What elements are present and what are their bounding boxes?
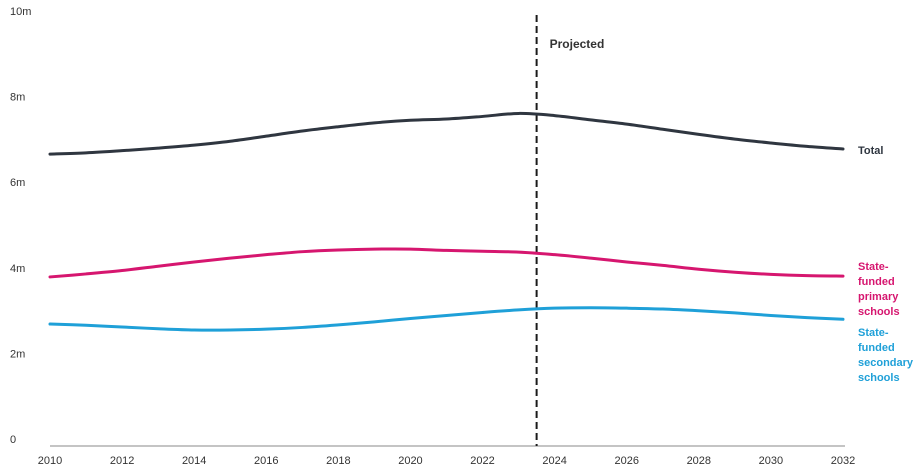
series-line-state-funded-secondary-schools — [48, 306, 845, 332]
x-tick-label-2026: 2026 — [614, 455, 638, 467]
x-tick-label-2016: 2016 — [254, 455, 278, 467]
x-tick-label-2022: 2022 — [470, 455, 494, 467]
y-tick-label-0: 0 — [10, 434, 16, 446]
x-tick-label-2030: 2030 — [759, 455, 783, 467]
series-label-line: funded — [858, 342, 895, 354]
series-label-line: primary — [858, 291, 899, 303]
y-tick-label-4m: 4m — [10, 263, 25, 275]
x-tick-label-2032: 2032 — [831, 455, 855, 467]
x-tick-label-2012: 2012 — [110, 455, 134, 467]
series-line-state-funded-primary-schools — [48, 247, 845, 279]
series-label-line: State- — [858, 327, 889, 339]
x-tick-label-2018: 2018 — [326, 455, 350, 467]
x-tick-label-2014: 2014 — [182, 455, 206, 467]
series-label-line: State- — [858, 261, 889, 273]
series-label-state-funded-secondary-schools: State-funded secondary schools — [858, 327, 914, 384]
series-label-line: schools — [858, 372, 900, 384]
x-tick-label-2010: 2010 — [38, 455, 62, 467]
series-label-total: Total — [858, 145, 883, 157]
x-tick-label-2028: 2028 — [687, 455, 711, 467]
y-tick-label-10m: 10m — [10, 6, 31, 18]
series-label-line: funded — [858, 276, 895, 288]
x-tick-label-2020: 2020 — [398, 455, 422, 467]
projection-marker: Projected — [535, 15, 605, 446]
axes: 2010 2012 2014 2016 2018 2020 2022 2024 2026 2028… — [10, 6, 855, 467]
x-tick-label-2024: 2024 — [542, 455, 566, 467]
series-lines — [48, 111, 845, 332]
series-label-line: Total — [858, 145, 883, 157]
series-label-line: schools — [858, 306, 900, 318]
series-line-total — [48, 111, 845, 156]
series-label-line: secondary — [858, 357, 914, 369]
series-label-state-funded-primary-schools: State-funded primary schools — [858, 261, 900, 318]
y-tick-label-8m: 8m — [10, 92, 25, 104]
projection-label: Projected — [550, 37, 605, 51]
y-tick-label-2m: 2m — [10, 348, 25, 360]
y-tick-label-6m: 6m — [10, 177, 25, 189]
